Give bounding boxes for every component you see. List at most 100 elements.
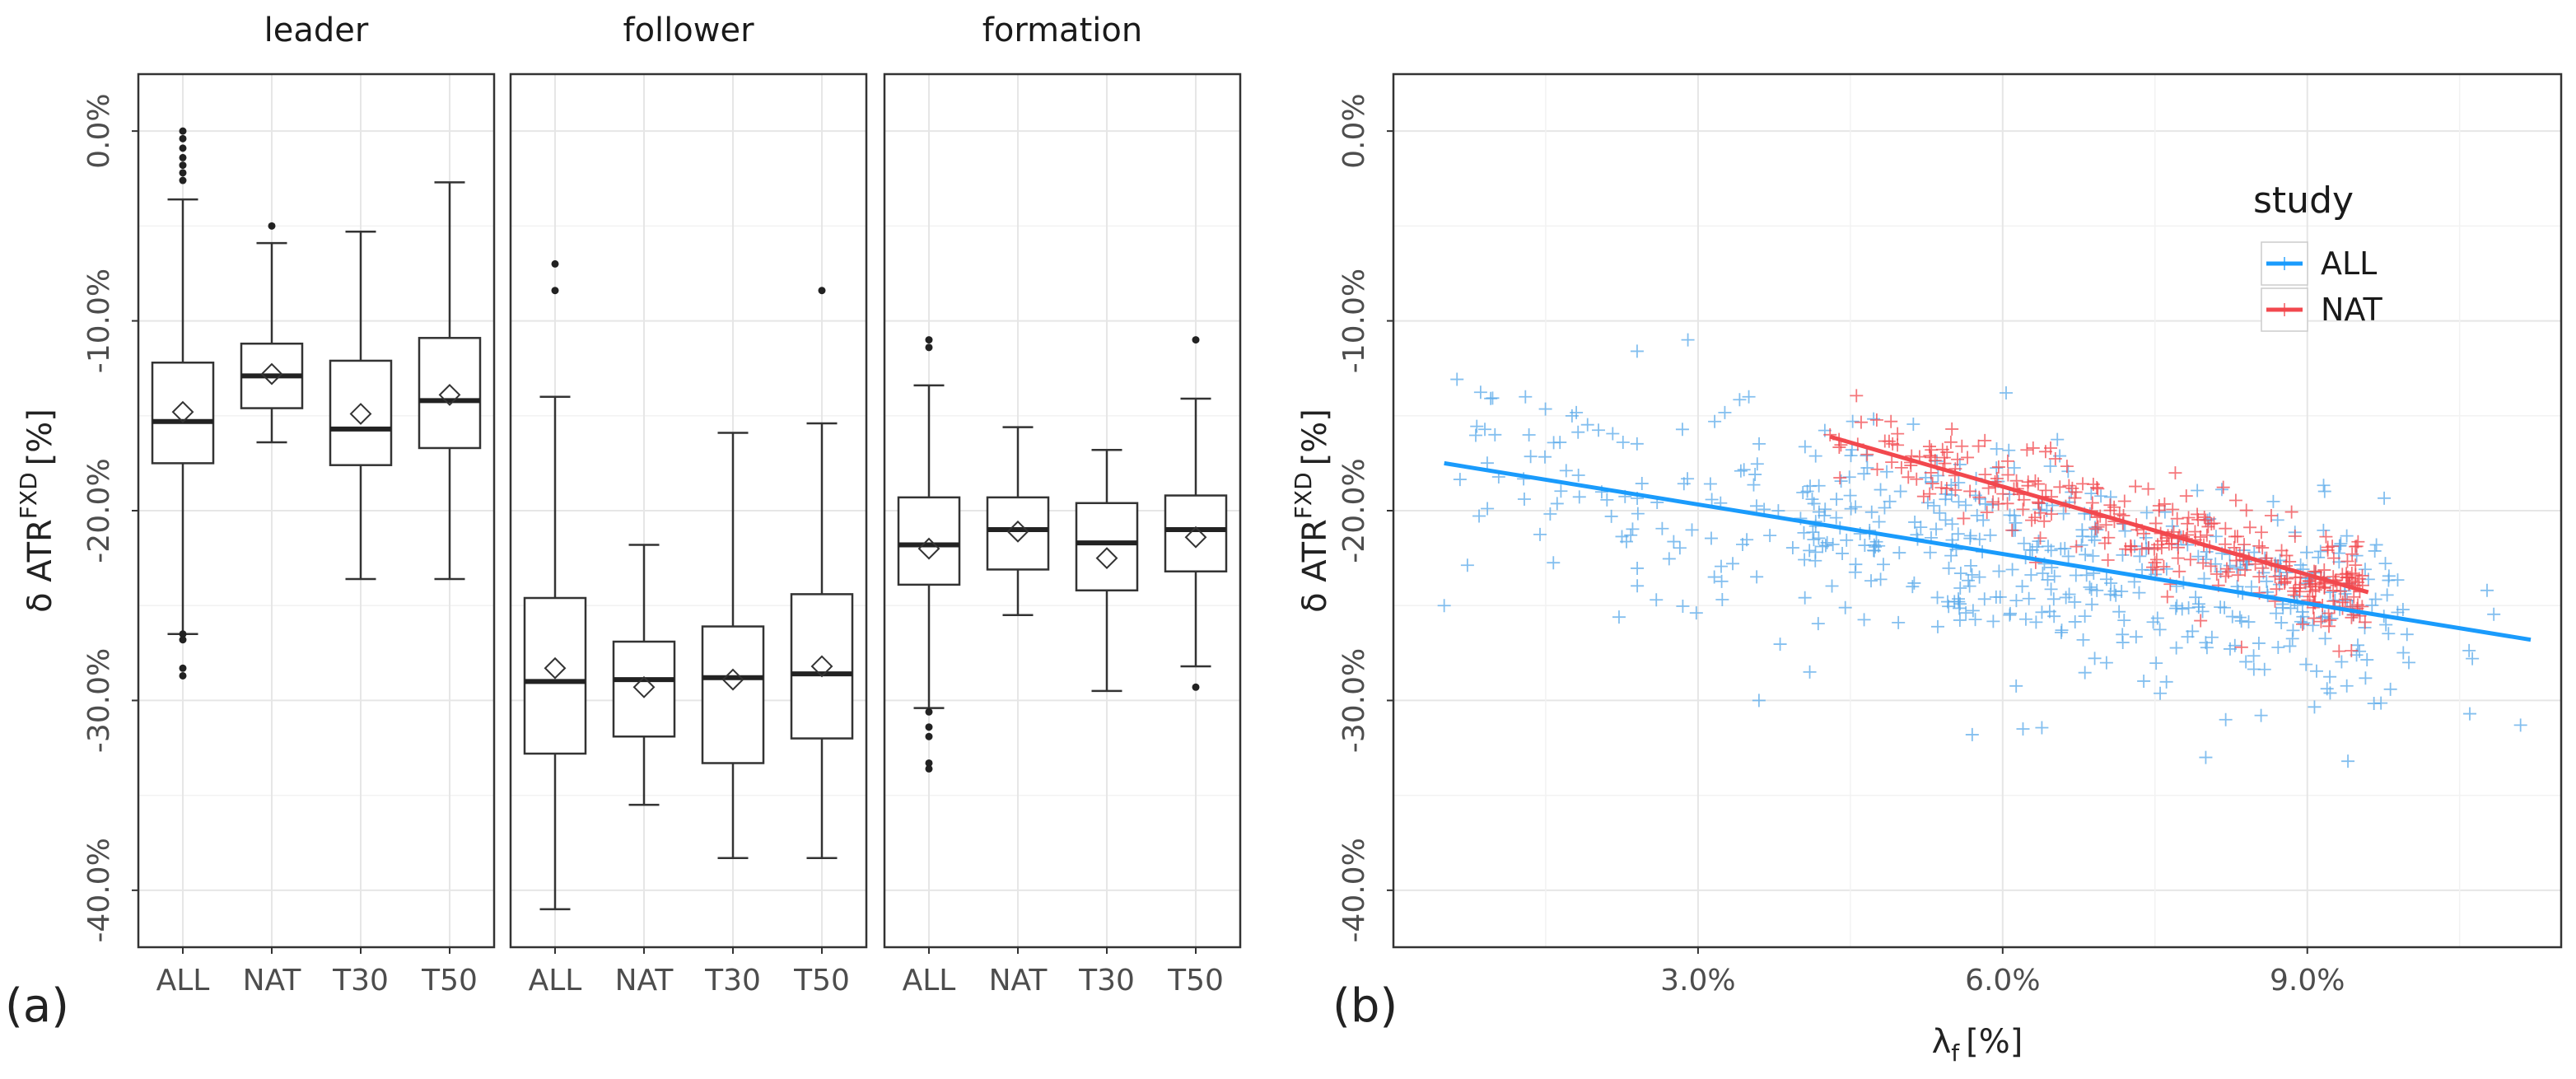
data-point [2037,514,2051,528]
data-point [2083,580,2097,594]
data-point [1857,613,1871,627]
data-point [1519,390,1533,404]
y-tick-label: -10.0% [82,269,116,373]
data-point [1675,423,1689,437]
data-point [1941,595,1955,609]
data-point [1833,471,1847,485]
data-point [1892,615,1906,629]
data-point [2085,597,2099,611]
data-point [1927,498,1941,512]
data-point [1488,427,1502,441]
legend-marker-ALL [2278,257,2291,270]
data-point [2009,594,2023,608]
x-tick-label: NAT [615,964,674,997]
box-mean-marker [810,655,833,678]
data-point [1734,464,1748,478]
data-point [1916,489,1930,503]
data-point [1965,727,1979,741]
data-point [2054,625,2068,639]
data-point [2116,548,2130,562]
data-point [1958,498,1972,512]
box-T30 [701,432,765,859]
data-point [2002,443,2016,457]
data-point [2149,563,2163,577]
data-point [2182,511,2196,525]
box-ALL [151,127,215,680]
data-point [1681,333,1695,347]
data-point [2378,491,2392,505]
data-point [2358,615,2372,629]
data-point [1818,502,1832,516]
x-tick-label: T30 [332,964,389,997]
x-tick-label: ALL [903,964,956,997]
data-point [2003,608,2017,622]
data-point [2358,563,2372,577]
data-point [2242,615,2256,629]
data-point [2032,535,2046,549]
y-axis-title-unit: [%] [1296,409,1334,465]
data-point [2191,483,2205,497]
y-tick-label: 0.0% [1337,93,1371,168]
data-point [2252,570,2266,584]
data-point [2117,614,2131,628]
y-tick-label: -40.0% [1337,838,1371,942]
data-point [1811,617,1825,631]
data-point [2334,537,2348,551]
data-point [2309,664,2323,678]
data-point [1559,464,1573,478]
box-body [151,362,215,465]
data-point [2326,551,2340,565]
data-point [1533,527,1547,541]
data-point [1860,461,1874,475]
data-point [2214,600,2228,614]
data-point [2317,581,2331,595]
data-point [2338,592,2352,606]
data-point [2360,653,2374,667]
data-point [2044,441,2058,455]
data-point [2205,516,2219,530]
data-point [2308,577,2322,591]
data-point [2341,754,2355,768]
data-point [1840,533,1854,547]
box-body [701,625,765,764]
box-body [523,596,587,755]
data-point [1820,535,1834,549]
data-point [2068,491,2082,505]
data-point [1925,477,1939,491]
data-point [2194,614,2208,628]
data-point [2266,494,2280,508]
data-point [2340,554,2354,568]
data-point [2048,452,2062,466]
data-point [1957,511,1971,525]
data-point [1845,443,1859,457]
data-point [1836,546,1850,560]
data-point [2030,540,2044,554]
data-point [1606,427,1620,441]
data-point [1948,483,1962,497]
data-point [2017,493,2031,507]
box-mean-marker [544,656,567,680]
data-point [1803,544,1817,558]
data-point [2159,562,2173,576]
data-point [2321,543,2335,557]
data-point [1806,525,1820,540]
data-point [2378,557,2392,571]
data-point [2480,583,2494,597]
data-point [2323,613,2337,627]
data-point [2020,443,2034,457]
data-point [1808,545,1822,559]
data-point [1715,574,1729,588]
data-point [2088,533,2102,547]
data-point [2099,572,2113,586]
data-point [2022,591,2036,605]
data-point [1930,591,1944,605]
y-tick-label: -30.0% [1337,648,1371,753]
data-point [2313,544,2327,558]
data-point [2345,610,2359,624]
data-point [1838,600,1852,614]
data-point [1869,540,1883,554]
data-point [1930,522,1944,536]
data-point [2307,611,2321,625]
fit-line-NAT [1829,434,2369,595]
data-point [1991,460,2005,474]
